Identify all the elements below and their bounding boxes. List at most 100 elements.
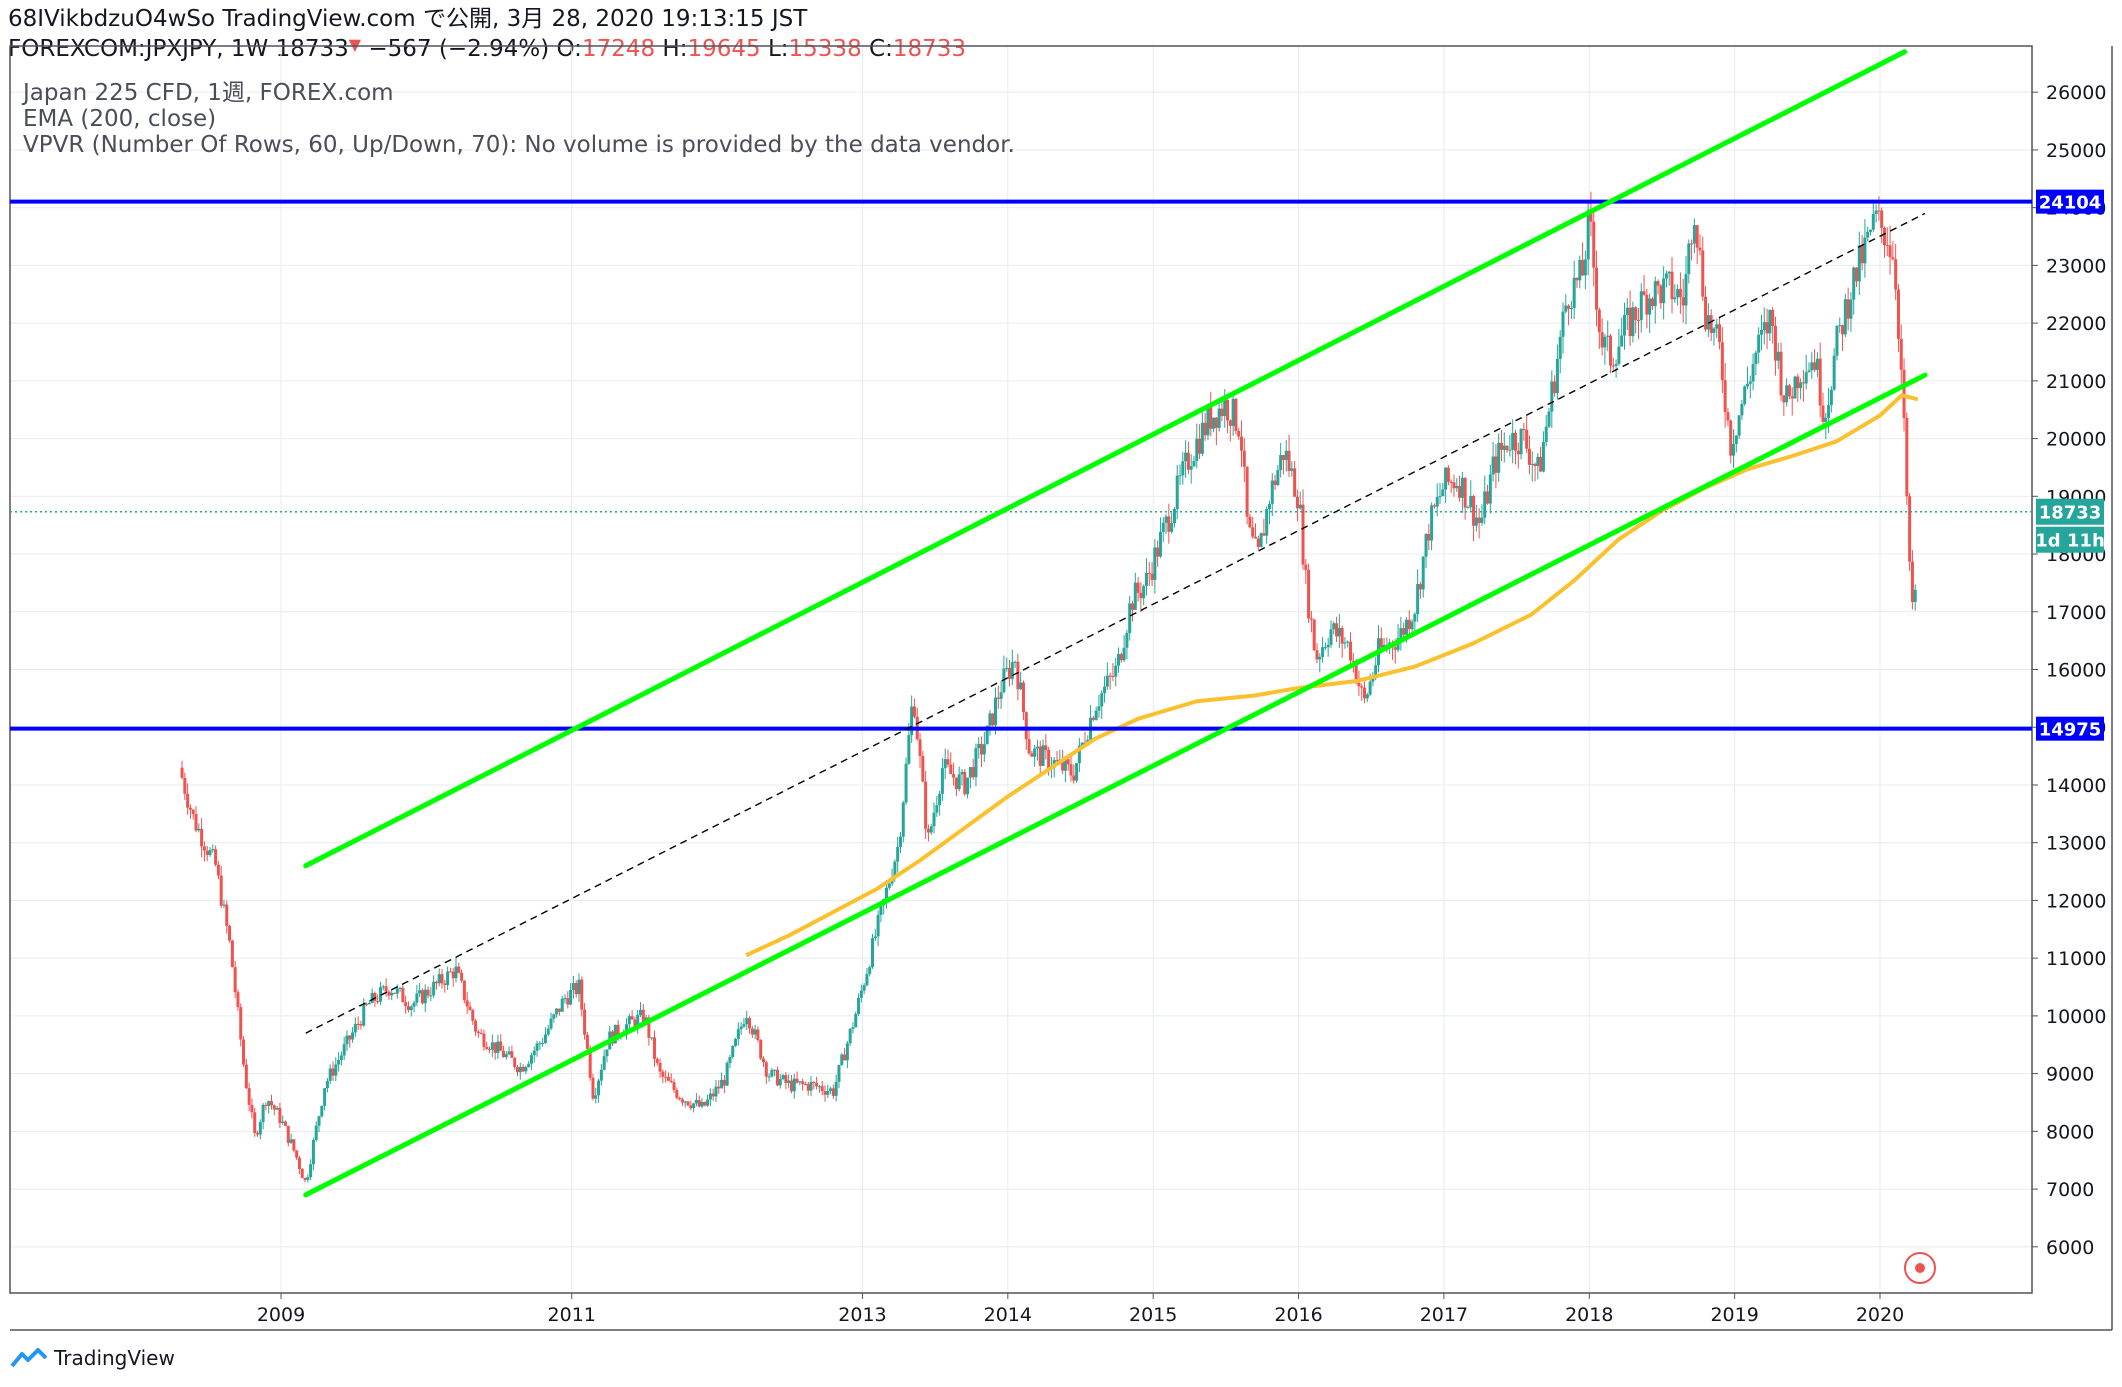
candle-body xyxy=(1799,382,1803,389)
candle-body xyxy=(373,993,377,1001)
candle-body xyxy=(1525,429,1529,449)
candle-body xyxy=(1446,467,1450,482)
x-tick-label: 2013 xyxy=(838,1304,886,1326)
candle-body xyxy=(1818,358,1822,406)
candle-body xyxy=(1421,556,1425,590)
candle-body xyxy=(518,1066,522,1073)
candle-body xyxy=(269,1101,273,1106)
x-tick-label: 2016 xyxy=(1274,1304,1322,1326)
candle-body xyxy=(412,1002,416,1007)
candle-body xyxy=(703,1101,707,1106)
candle-body xyxy=(1469,496,1473,508)
candle-body xyxy=(843,1054,847,1061)
candle-body xyxy=(1237,431,1241,437)
legend-vpvr[interactable]: VPVR (Number Of Rows, 60, Up/Down, 70): … xyxy=(23,132,1015,158)
footer-brand[interactable]: TradingView xyxy=(10,1346,175,1370)
candle-body xyxy=(502,1050,506,1058)
candle-body xyxy=(594,1095,598,1099)
candle-body xyxy=(1195,438,1199,461)
candle-body xyxy=(982,744,986,755)
indicator-legend[interactable]: Japan 225 CFD, 1週, FOREX.com EMA (200, c… xyxy=(23,80,1015,158)
candle-body xyxy=(1558,336,1562,359)
candle-body xyxy=(1463,477,1467,508)
candle-body xyxy=(569,990,573,1005)
candle-body xyxy=(949,764,953,775)
candle-body xyxy=(432,981,436,996)
candle-body xyxy=(1899,338,1903,370)
candle-body xyxy=(552,1014,556,1019)
candle-body xyxy=(1407,619,1411,630)
level-price-label: 24104 xyxy=(2039,193,2102,214)
bar-countdown-label: 1d 11h xyxy=(2035,531,2105,552)
candle-body xyxy=(784,1075,788,1083)
candle-body xyxy=(706,1099,710,1106)
candle-body xyxy=(1438,495,1442,498)
candle-body xyxy=(488,1048,492,1050)
candle-body xyxy=(675,1090,679,1098)
candle-body xyxy=(767,1076,771,1078)
candle-body xyxy=(921,755,925,782)
candle-body xyxy=(896,846,900,862)
candle-body xyxy=(1458,486,1462,498)
chart-header: 68IVikbdzuO4wSo TradingView.com で公開, 3月 … xyxy=(8,6,966,62)
candle-body xyxy=(806,1084,810,1091)
candle-body xyxy=(1267,503,1271,509)
candle-body xyxy=(1130,603,1134,610)
candle-body xyxy=(404,1002,408,1007)
candle-body xyxy=(884,887,888,900)
candle-body xyxy=(1080,742,1084,746)
candle-body xyxy=(1762,322,1766,330)
candle-body xyxy=(426,989,430,996)
candle-body xyxy=(1712,328,1716,333)
candle-body xyxy=(728,1057,732,1063)
candle-body xyxy=(1460,477,1464,498)
legend-symbol[interactable]: Japan 225 CFD, 1週, FOREX.com xyxy=(23,80,394,106)
candle-body xyxy=(1351,660,1355,662)
candle-body xyxy=(1055,760,1059,762)
level-price-tag xyxy=(2036,189,2104,214)
candle-body xyxy=(778,1078,782,1086)
candle-body xyxy=(591,1077,595,1099)
candle-body xyxy=(1782,395,1786,403)
candle-body xyxy=(1184,452,1188,462)
candle-body xyxy=(650,1037,654,1039)
candle-body xyxy=(1136,582,1140,593)
candle-body xyxy=(954,777,958,790)
candle-body xyxy=(829,1088,833,1091)
candle-body xyxy=(275,1107,279,1110)
candle-body xyxy=(1231,398,1235,426)
candle-body xyxy=(669,1080,673,1083)
candle-body xyxy=(1653,281,1657,307)
candle-body xyxy=(462,980,466,1001)
candle-body xyxy=(1167,516,1171,532)
y-tick-label: 6000 xyxy=(2046,1237,2094,1259)
candle-body xyxy=(683,1101,687,1103)
candle-body xyxy=(1066,759,1070,765)
candle-body xyxy=(239,1007,243,1040)
candle-body xyxy=(761,1058,765,1063)
candle-body xyxy=(515,1067,519,1073)
candle-body xyxy=(356,1023,360,1025)
candle-body xyxy=(792,1078,796,1092)
candle-body xyxy=(370,993,374,1003)
candle-body xyxy=(1413,614,1417,622)
candle-body xyxy=(1248,516,1252,528)
candle-body xyxy=(1684,274,1688,306)
candle-body xyxy=(845,1043,849,1061)
candle-body xyxy=(1896,289,1900,339)
candle-body xyxy=(197,828,201,831)
candle-body xyxy=(1863,237,1867,264)
x-tick-label: 2015 xyxy=(1129,1304,1177,1326)
candle-body xyxy=(1220,408,1224,417)
candle-body xyxy=(1153,547,1157,580)
drawings[interactable] xyxy=(10,49,2032,1198)
candle-body xyxy=(963,771,967,795)
candle-body xyxy=(1715,324,1719,329)
live-indicator-icon[interactable] xyxy=(1904,1252,1936,1284)
candle-body xyxy=(1569,307,1573,309)
candle-body xyxy=(328,1068,332,1081)
candle-body xyxy=(859,990,863,998)
y-tick-label: 13000 xyxy=(2046,833,2106,855)
legend-ema[interactable]: EMA (200, close) xyxy=(23,106,217,132)
